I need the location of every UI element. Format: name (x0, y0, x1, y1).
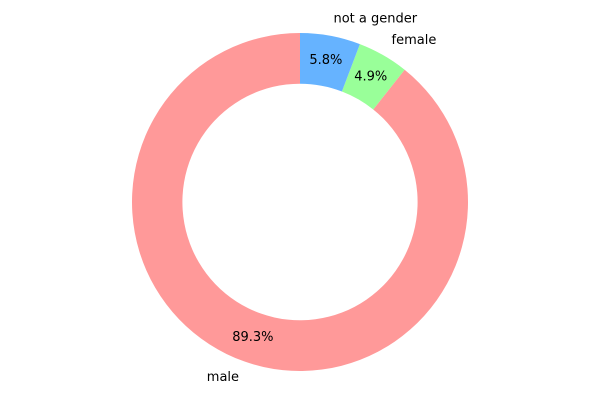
slice-not-a-gender (300, 33, 360, 92)
value-label-female: 4.9% (354, 70, 387, 85)
slice-male (132, 33, 469, 371)
slice-female (341, 44, 405, 110)
value-label-male: 89.3% (232, 330, 273, 345)
slices-group (132, 33, 469, 371)
category-label-not-a-gender: not a gender (333, 12, 417, 27)
value-label-not-a-gender: 5.8% (309, 53, 342, 68)
category-label-male: male (207, 370, 239, 385)
category-label-female: female (392, 33, 437, 48)
labels-group: 89.3% male 4.9% female 5.8% not a gender (207, 12, 437, 385)
